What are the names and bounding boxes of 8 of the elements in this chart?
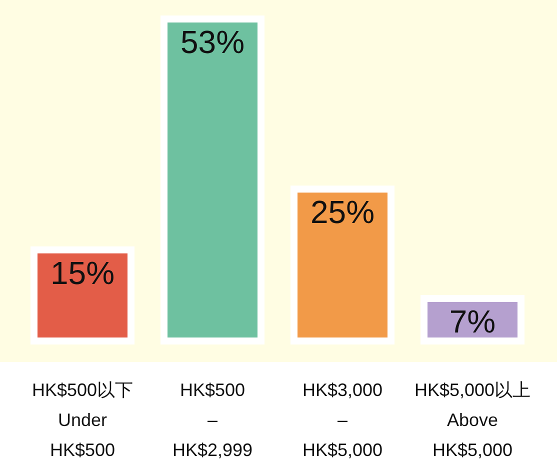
data-label: 53%	[180, 24, 245, 60]
x-tick-label: HK$3,000 – HK$5,000	[302, 380, 383, 460]
data-label: 15%	[50, 254, 115, 291]
x-tick-label: HK$5,000以上 Above HK$5,000	[414, 380, 531, 460]
x-tick-label: HK$500 – HK$2,999	[172, 380, 253, 460]
x-tick-label: HK$500以下 Under HK$500	[32, 380, 134, 460]
data-label: 7%	[449, 303, 496, 340]
data-label: 25%	[310, 194, 375, 230]
